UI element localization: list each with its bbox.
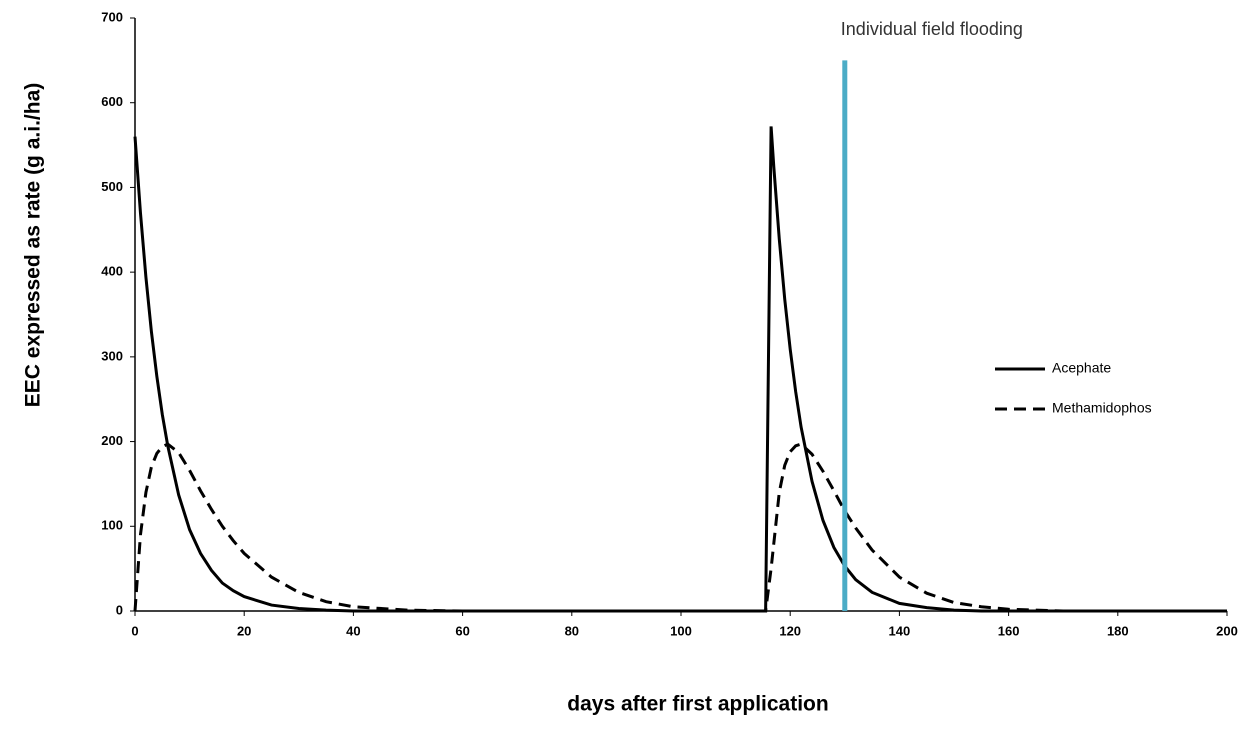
y-tick-label: 200 (101, 433, 123, 448)
y-tick-label: 0 (116, 602, 123, 617)
x-axis-label: days after first application (567, 693, 828, 716)
y-tick-label: 400 (101, 264, 123, 279)
x-tick-label: 200 (1216, 623, 1238, 638)
y-tick-label: 500 (101, 179, 123, 194)
y-tick-label: 700 (101, 9, 123, 24)
x-tick-label: 20 (237, 623, 251, 638)
x-tick-label: 160 (998, 623, 1020, 638)
x-tick-label: 40 (346, 623, 360, 638)
y-axis-label: EEC expressed as rate (g a.i./ha) (22, 83, 45, 407)
x-tick-label: 120 (779, 623, 801, 638)
legend-label: Acephate (1052, 360, 1111, 376)
legend-label: Methamidophos (1052, 400, 1152, 416)
x-tick-label: 80 (565, 623, 579, 638)
x-tick-label: 180 (1107, 623, 1129, 638)
x-tick-label: 60 (455, 623, 469, 638)
x-tick-label: 0 (131, 623, 138, 638)
flood-label: Individual field flooding (841, 19, 1023, 39)
y-tick-label: 300 (101, 348, 123, 363)
y-tick-label: 600 (101, 94, 123, 109)
y-tick-label: 100 (101, 518, 123, 533)
x-tick-label: 100 (670, 623, 692, 638)
series-line (133, 442, 1227, 613)
x-tick-label: 140 (889, 623, 911, 638)
